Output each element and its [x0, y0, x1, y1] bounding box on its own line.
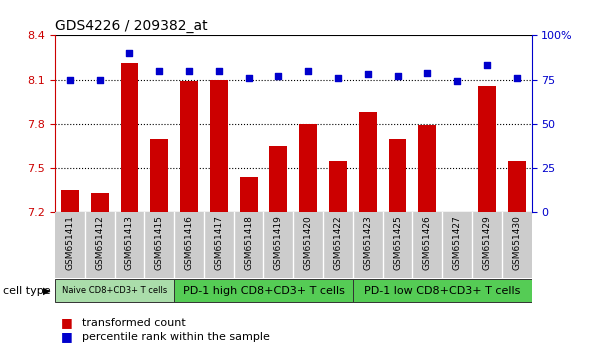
Point — [95, 77, 104, 82]
Text: PD-1 high CD8+CD3+ T cells: PD-1 high CD8+CD3+ T cells — [183, 286, 345, 296]
Point — [303, 68, 313, 74]
Point — [422, 70, 432, 75]
Text: ■: ■ — [61, 316, 73, 329]
Point — [452, 79, 462, 84]
Bar — [419, 125, 436, 212]
Text: GSM651430: GSM651430 — [512, 215, 521, 270]
Bar — [55, 279, 174, 302]
Bar — [90, 193, 109, 212]
Point — [65, 77, 75, 82]
Point — [274, 73, 284, 79]
Bar — [329, 161, 347, 212]
Text: GSM651427: GSM651427 — [453, 215, 461, 270]
Text: GSM651418: GSM651418 — [244, 215, 253, 270]
Bar — [508, 161, 525, 212]
Text: GSM651417: GSM651417 — [214, 215, 223, 270]
Text: GSM651422: GSM651422 — [334, 215, 342, 270]
Point — [393, 73, 403, 79]
Bar — [353, 279, 532, 302]
Text: GDS4226 / 209382_at: GDS4226 / 209382_at — [55, 19, 208, 33]
Text: GSM651420: GSM651420 — [304, 215, 313, 270]
Text: GSM651426: GSM651426 — [423, 215, 432, 270]
Bar — [150, 139, 168, 212]
Bar — [174, 279, 353, 302]
Text: GSM651412: GSM651412 — [95, 215, 104, 270]
Text: GSM651419: GSM651419 — [274, 215, 283, 270]
Bar — [61, 190, 79, 212]
Text: GSM651425: GSM651425 — [393, 215, 402, 270]
Bar — [180, 81, 198, 212]
Text: GSM651423: GSM651423 — [364, 215, 372, 270]
Bar — [389, 139, 406, 212]
Point — [482, 63, 492, 68]
Bar — [299, 124, 317, 212]
Bar — [269, 146, 287, 212]
Text: cell type: cell type — [3, 286, 51, 296]
Text: GSM651416: GSM651416 — [185, 215, 194, 270]
Text: PD-1 low CD8+CD3+ T cells: PD-1 low CD8+CD3+ T cells — [364, 286, 521, 296]
Bar — [120, 63, 138, 212]
Bar — [478, 86, 496, 212]
Text: transformed count: transformed count — [82, 318, 186, 328]
Point — [512, 75, 522, 81]
Text: ▶: ▶ — [43, 286, 50, 296]
Point — [214, 68, 224, 74]
Text: GSM651415: GSM651415 — [155, 215, 164, 270]
Text: percentile rank within the sample: percentile rank within the sample — [82, 332, 270, 342]
Text: GSM651413: GSM651413 — [125, 215, 134, 270]
Bar — [210, 80, 228, 212]
Text: ■: ■ — [61, 331, 73, 343]
Point — [363, 72, 373, 77]
Point — [125, 50, 134, 56]
Point — [244, 75, 254, 81]
Text: GSM651411: GSM651411 — [65, 215, 75, 270]
Text: Naive CD8+CD3+ T cells: Naive CD8+CD3+ T cells — [62, 286, 167, 295]
Bar — [359, 112, 376, 212]
Text: GSM651429: GSM651429 — [483, 215, 491, 270]
Point — [184, 68, 194, 74]
Bar — [240, 177, 258, 212]
Point — [155, 68, 164, 74]
Point — [333, 75, 343, 81]
